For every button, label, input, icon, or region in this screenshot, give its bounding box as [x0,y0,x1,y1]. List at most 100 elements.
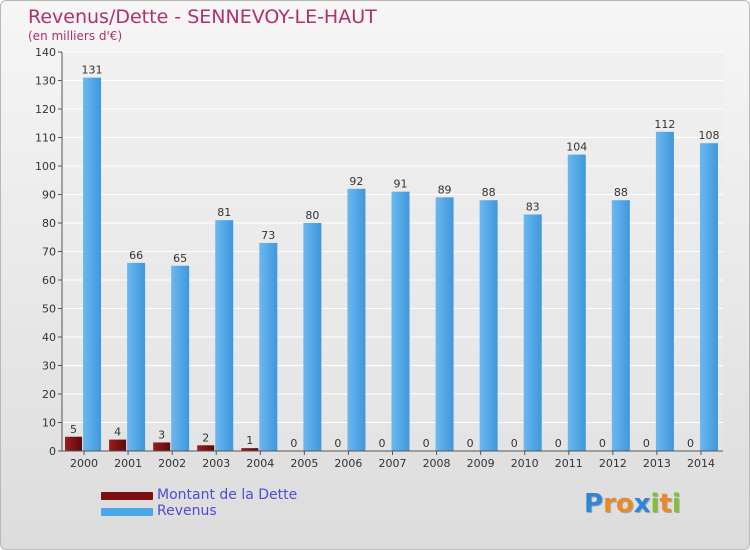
bar-dette-2000 [65,436,83,451]
x-tick-label-2001: 2001 [114,457,142,470]
data-label-dette-2014: 0 [687,437,694,450]
data-label-dette-2005: 0 [290,437,297,450]
y-axis: 0 10 20 30 40 50 60 70 80 90 100 110 120 130 140 [35,46,63,458]
bar-revenus-2005 [303,223,322,451]
bar-dette-2001 [109,439,127,451]
chart-title: Revenus/Dette - SENNEVOY-LE-HAUT [28,6,377,28]
data-label-dette-2011: 0 [555,437,562,450]
x-tick-label-2004: 2004 [246,457,274,470]
x-tick-label-2012: 2012 [599,457,627,470]
bar-revenus-2010 [523,214,542,451]
x-tick-label-2009: 2009 [467,457,495,470]
y-tick-label: 120 [35,103,56,116]
bar-revenus-2012 [611,200,630,451]
x-tick-label-2010: 2010 [511,457,539,470]
x-tick-label-2000: 2000 [70,457,98,470]
bar-revenus-2013 [655,131,674,452]
logo-letter: x [633,489,651,519]
bars [65,77,718,452]
x-tick-label-2005: 2005 [290,457,318,470]
data-label-dette-2007: 0 [379,437,386,450]
data-label-revenus-2001: 66 [129,249,143,262]
y-tick-label: 60 [42,274,56,287]
x-tick-label-2007: 2007 [379,457,407,470]
data-labels: 5 131 4 66 3 65 2 81 1 73 0 80 0 92 0 91 0 89 0 88 0 83 0 104 0 8… [70,64,719,450]
y-tick-label: 20 [42,388,56,401]
bar-revenus-2004 [259,242,278,451]
data-label-revenus-2014: 108 [698,129,719,142]
x-axis: 2000 2001 2002 2003 2004 2005 2006 2007 2008 2009… [62,450,723,470]
data-label-revenus-2013: 112 [654,118,675,131]
logo-letter: r [603,489,616,519]
y-tick-label: 140 [35,46,56,59]
data-label-dette-2010: 0 [511,437,518,450]
logo-letter: i [671,489,681,519]
data-label-revenus-2007: 91 [394,178,408,191]
bar-revenus-2000 [83,77,102,452]
data-label-dette-2008: 0 [423,437,430,450]
bar-revenus-2001 [127,262,146,451]
data-label-dette-2004: 1 [246,434,253,447]
y-tick-label: 40 [42,331,56,344]
data-label-revenus-2000: 131 [82,64,103,77]
bar-revenus-2009 [479,200,498,451]
data-label-revenus-2002: 65 [173,252,187,265]
legend-label-revenus: Revenus [157,503,217,519]
data-label-dette-2002: 3 [158,428,165,441]
data-label-dette-2009: 0 [467,437,474,450]
data-label-revenus-2006: 92 [349,175,363,188]
y-tick-label: 30 [42,360,56,373]
data-label-revenus-2004: 73 [261,229,275,242]
y-tick-label: 100 [35,160,56,173]
legend-label-dette: Montant de la Dette [157,487,298,503]
bar-revenus-2011 [567,154,586,451]
proxiti-logo[interactable]: Proxiti [584,489,681,519]
data-label-dette-2006: 0 [334,437,341,450]
y-tick-label: 50 [42,303,56,316]
data-label-revenus-2008: 89 [438,183,452,196]
y-tick-label: 80 [42,217,56,230]
data-label-revenus-2010: 83 [526,200,540,213]
bar-dette-2002 [153,442,171,451]
y-tick-label: 0 [49,445,56,458]
logo-letter: i [650,489,660,519]
y-tick-label: 90 [42,189,56,202]
legend-swatch-revenus [101,508,153,516]
logo-letter: t [659,489,672,519]
bar-revenus-2007 [391,191,410,451]
y-tick-label: 130 [35,75,56,88]
data-label-dette-2012: 0 [599,437,606,450]
data-label-dette-2000: 5 [70,423,77,436]
legend-swatch-dette [101,492,153,500]
bar-revenus-2014 [699,143,718,451]
bar-revenus-2006 [347,188,366,452]
bar-revenus-2008 [435,197,454,451]
x-tick-label-2002: 2002 [158,457,186,470]
x-tick-label-2006: 2006 [334,457,362,470]
bar-dette-2004 [241,448,259,451]
logo-letter: o [615,489,634,519]
y-tick-label: 10 [42,417,56,430]
data-label-revenus-2011: 104 [566,141,587,154]
x-tick-label-2013: 2013 [643,457,671,470]
data-label-revenus-2003: 81 [217,206,231,219]
y-tick-label: 70 [42,246,56,259]
bar-dette-2003 [197,445,215,451]
chart-subtitle: (en milliers d'€) [28,29,123,43]
bar-revenus-2002 [171,265,190,451]
data-label-dette-2013: 0 [643,437,650,450]
data-label-dette-2001: 4 [114,426,121,439]
y-tick-label: 110 [35,132,56,145]
x-tick-label-2003: 2003 [202,457,230,470]
bar-revenus-2003 [215,220,234,451]
data-label-revenus-2012: 88 [614,186,628,199]
x-tick-label-2008: 2008 [423,457,451,470]
x-tick-label-2014: 2014 [687,457,715,470]
data-label-dette-2003: 2 [202,431,209,444]
data-label-revenus-2005: 80 [305,209,319,222]
logo-letter: P [584,489,604,519]
x-tick-label-2011: 2011 [555,457,583,470]
data-label-revenus-2009: 88 [482,186,496,199]
